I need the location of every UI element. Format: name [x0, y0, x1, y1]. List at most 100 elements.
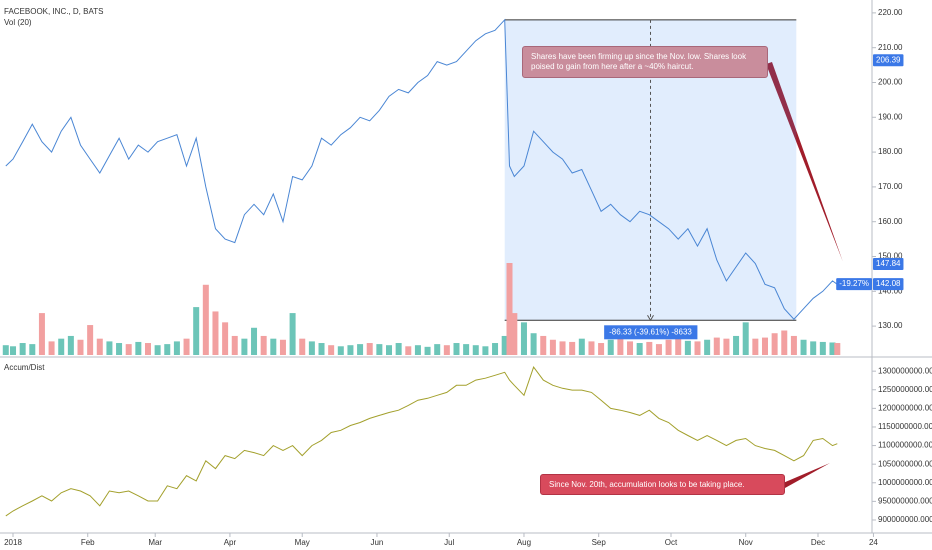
- volume-bar: [463, 344, 470, 355]
- x-tick-label: Jun: [370, 538, 383, 547]
- change-tag-label: -19.27%: [839, 279, 869, 288]
- volume-bar: [453, 343, 460, 355]
- volume-bar: [164, 344, 171, 355]
- series-line: [5, 366, 838, 517]
- volume-bar: [549, 339, 556, 355]
- x-tick-label: 24: [869, 538, 878, 547]
- volume-bar: [231, 335, 238, 355]
- price-tag: [873, 278, 904, 291]
- volume-bar: [405, 346, 412, 355]
- change-tag: [836, 278, 872, 291]
- volume-bar: [29, 344, 36, 355]
- volume-bar: [193, 307, 200, 355]
- y-tick-label: 180.00: [878, 147, 903, 156]
- x-tick-label: Feb: [81, 538, 95, 547]
- volume-bar: [395, 343, 402, 355]
- volume-bar: [241, 338, 248, 355]
- volume-bar: [588, 341, 595, 355]
- measure-label: -86.33 (-39.61%) -8633: [609, 327, 692, 336]
- volume-bar: [829, 342, 836, 355]
- y-tick-label: 1100000000.0000: [878, 441, 932, 450]
- volume-bar: [511, 313, 518, 355]
- volume-bar: [675, 338, 682, 355]
- volume-bar: [2, 345, 9, 355]
- volume-bar: [19, 343, 26, 355]
- x-tick-label: Apr: [224, 538, 237, 547]
- volume-bar: [154, 345, 161, 355]
- volume-bar: [443, 345, 450, 355]
- y-tick-label: 900000000.0000: [878, 515, 932, 524]
- volume-label: Vol (20): [4, 18, 32, 27]
- y-tick-label: 1000000000.0000: [878, 478, 932, 487]
- measure-label-box: [604, 325, 698, 340]
- y-tick-label: 170.00: [878, 182, 903, 191]
- volume-bar: [694, 341, 701, 355]
- volume-bar: [646, 341, 653, 355]
- x-tick-label: Aug: [517, 538, 531, 547]
- volume-bar: [260, 335, 267, 355]
- volume-bar: [251, 327, 258, 355]
- volume-bar: [761, 337, 768, 355]
- y-tick-label: 150.00: [878, 252, 903, 261]
- series-line: [5, 18, 838, 320]
- volume-bar: [77, 339, 84, 355]
- callout: Since Nov. 20th, accumulation looks to b…: [540, 474, 785, 495]
- volume-bar: [48, 341, 55, 355]
- y-tick-label: 160.00: [878, 217, 903, 226]
- x-tick-label: Sep: [592, 538, 607, 547]
- volume-bar: [655, 344, 662, 355]
- volume-bar: [87, 325, 94, 355]
- callout: Shares have been firming up since the No…: [522, 46, 768, 78]
- volume-bar: [530, 333, 537, 355]
- volume-bar: [492, 343, 499, 355]
- volume-bar: [318, 343, 325, 355]
- y-tick-label: 130.00: [878, 321, 903, 330]
- volume-bar: [540, 335, 547, 355]
- volume-bar: [337, 346, 344, 355]
- volume-bar: [308, 341, 315, 355]
- x-tick-label: Mar: [148, 538, 162, 547]
- volume-bar: [742, 322, 749, 355]
- volume-bar: [96, 338, 103, 355]
- volume-bar: [376, 344, 383, 355]
- y-tick-label: 1300000000.0000: [878, 366, 932, 375]
- volume-bar: [800, 339, 807, 355]
- y-tick-label: 950000000.0000: [878, 496, 932, 505]
- volume-bar: [144, 343, 151, 355]
- volume-bar: [183, 338, 190, 355]
- volume-bar: [212, 311, 219, 355]
- x-tick-label: Dec: [811, 538, 825, 547]
- y-tick-label: 190.00: [878, 112, 903, 121]
- volume-bar: [771, 333, 778, 355]
- volume-bar: [482, 346, 489, 355]
- volume-bar: [58, 338, 65, 355]
- volume-bar: [289, 313, 296, 355]
- volume-bar: [636, 343, 643, 355]
- volume-bar: [607, 339, 614, 355]
- volume-bar: [424, 346, 431, 355]
- volume-bar: [501, 335, 508, 355]
- volume-bar: [116, 343, 123, 355]
- volume-bar: [790, 335, 797, 355]
- volume-bar: [270, 338, 277, 355]
- y-tick-label: 1200000000.0000: [878, 403, 932, 412]
- price-tag: [873, 54, 904, 67]
- volume-bar: [173, 341, 180, 355]
- callout-pointer: [783, 463, 830, 488]
- volume-bar: [347, 345, 354, 355]
- volume-bar: [834, 343, 841, 355]
- volume-bar: [67, 335, 74, 355]
- volume-bar: [723, 338, 730, 355]
- volume-bar: [617, 338, 624, 355]
- volume-bar: [819, 341, 826, 355]
- volume-bar: [752, 338, 759, 355]
- measure-arrowhead: [647, 315, 654, 322]
- y-tick-label: 1150000000.0000: [878, 422, 932, 431]
- volume-bar: [222, 322, 229, 355]
- volume-bar: [279, 339, 286, 355]
- volume-bar: [299, 338, 306, 355]
- volume-bar: [434, 344, 441, 355]
- volume-bar: [781, 330, 788, 355]
